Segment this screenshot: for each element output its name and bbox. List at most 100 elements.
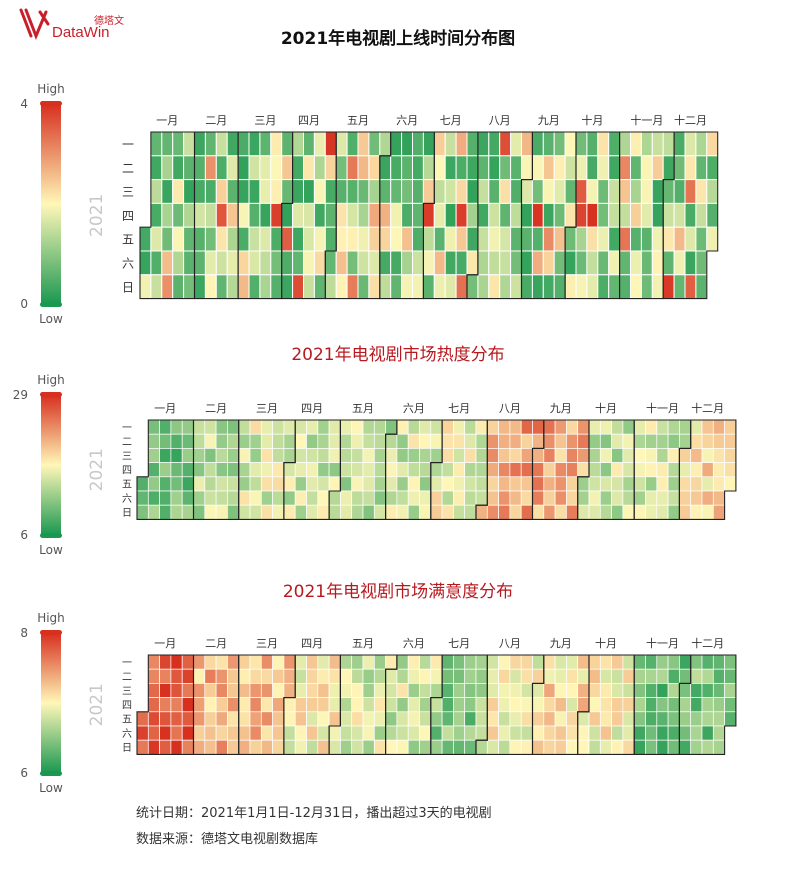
day-cell <box>662 274 675 300</box>
day-cell <box>532 654 545 670</box>
day-cell <box>475 711 488 727</box>
chart-title-3: 2021年电视剧市场满意度分布 <box>283 582 513 602</box>
day-cell <box>690 490 703 506</box>
day-cell <box>170 462 183 478</box>
day-cell <box>588 448 601 463</box>
day-cell <box>183 155 196 181</box>
day-cell <box>385 711 398 727</box>
day-cell <box>532 739 545 755</box>
day-cell <box>194 131 206 157</box>
day-cell <box>324 131 337 157</box>
day-cell <box>328 654 341 670</box>
day-cell <box>159 683 172 698</box>
day-cell <box>706 131 719 157</box>
day-cell <box>566 433 579 449</box>
day-cell <box>368 226 381 252</box>
day-cell <box>597 131 610 157</box>
day-cell <box>566 683 579 698</box>
day-cell <box>633 739 646 755</box>
day-cell <box>396 419 409 435</box>
day-cell <box>498 654 511 670</box>
day-cell <box>193 419 206 435</box>
day-cell <box>455 202 468 228</box>
day-cell <box>215 490 228 506</box>
day-cell <box>147 433 160 449</box>
day-cell <box>362 725 375 741</box>
weekday-label: 一 <box>122 137 134 151</box>
day-cell <box>227 668 240 684</box>
day-cell <box>351 697 364 713</box>
day-cell <box>724 711 737 727</box>
day-cell <box>249 668 262 684</box>
day-cell <box>667 462 680 478</box>
day-cell <box>401 202 414 228</box>
day-cell <box>150 202 163 228</box>
day-cell <box>684 226 697 252</box>
day-cell <box>619 202 631 228</box>
day-cell <box>712 739 725 755</box>
day-cell <box>215 711 228 727</box>
day-cell <box>260 711 273 727</box>
day-cell <box>281 179 294 204</box>
day-cell <box>520 433 533 449</box>
legend-min-value: 6 <box>20 528 28 542</box>
day-cell <box>520 683 533 698</box>
day-cell <box>170 419 183 435</box>
day-cell <box>147 683 160 698</box>
day-cell <box>390 202 403 228</box>
day-cell <box>237 226 250 252</box>
day-cell <box>385 668 398 684</box>
day-cell <box>272 476 285 492</box>
day-cell <box>521 179 533 204</box>
day-cell <box>662 131 675 157</box>
day-cell <box>679 419 692 435</box>
day-cell <box>357 250 370 276</box>
day-cell <box>204 490 217 506</box>
day-cell <box>317 504 330 520</box>
weekday-label: 四 <box>122 466 132 477</box>
day-cell <box>172 155 185 181</box>
day-cell <box>194 202 206 228</box>
day-cell <box>159 433 172 449</box>
day-cell <box>684 179 697 204</box>
day-cell <box>486 668 499 684</box>
day-cell <box>292 131 305 157</box>
day-cell <box>136 711 149 727</box>
legend-high-label: High <box>37 373 65 387</box>
day-cell <box>430 419 443 435</box>
day-cell <box>619 274 631 300</box>
day-cell <box>249 419 262 435</box>
day-cell <box>662 155 675 181</box>
day-cell <box>396 476 409 492</box>
day-cell <box>679 504 692 520</box>
day-cell <box>385 739 398 755</box>
day-cell <box>566 725 579 741</box>
day-cell <box>170 739 183 755</box>
day-cell <box>441 504 454 520</box>
month-label: 八月 <box>499 402 521 415</box>
month-label: 十一月 <box>630 113 663 127</box>
day-cell <box>575 131 588 157</box>
day-cell <box>396 711 409 727</box>
day-cell <box>690 711 703 727</box>
day-cell <box>396 668 409 684</box>
day-cell <box>351 504 364 520</box>
day-cell <box>597 274 610 300</box>
day-cell <box>407 448 420 463</box>
day-cell <box>193 448 206 463</box>
day-cell <box>303 179 315 204</box>
day-cell <box>226 250 239 276</box>
day-cell <box>521 155 533 181</box>
logo-en-text: DataWin <box>52 24 110 41</box>
legend-low-label: Low <box>39 543 63 557</box>
day-cell <box>204 654 217 670</box>
day-cell <box>407 697 420 713</box>
day-cell <box>204 739 217 755</box>
day-cell <box>226 131 239 157</box>
day-cell <box>373 433 386 449</box>
day-cell <box>340 683 353 698</box>
day-cell <box>260 490 273 506</box>
day-cell <box>147 739 160 755</box>
day-cell <box>554 711 567 727</box>
day-cell <box>215 433 228 449</box>
